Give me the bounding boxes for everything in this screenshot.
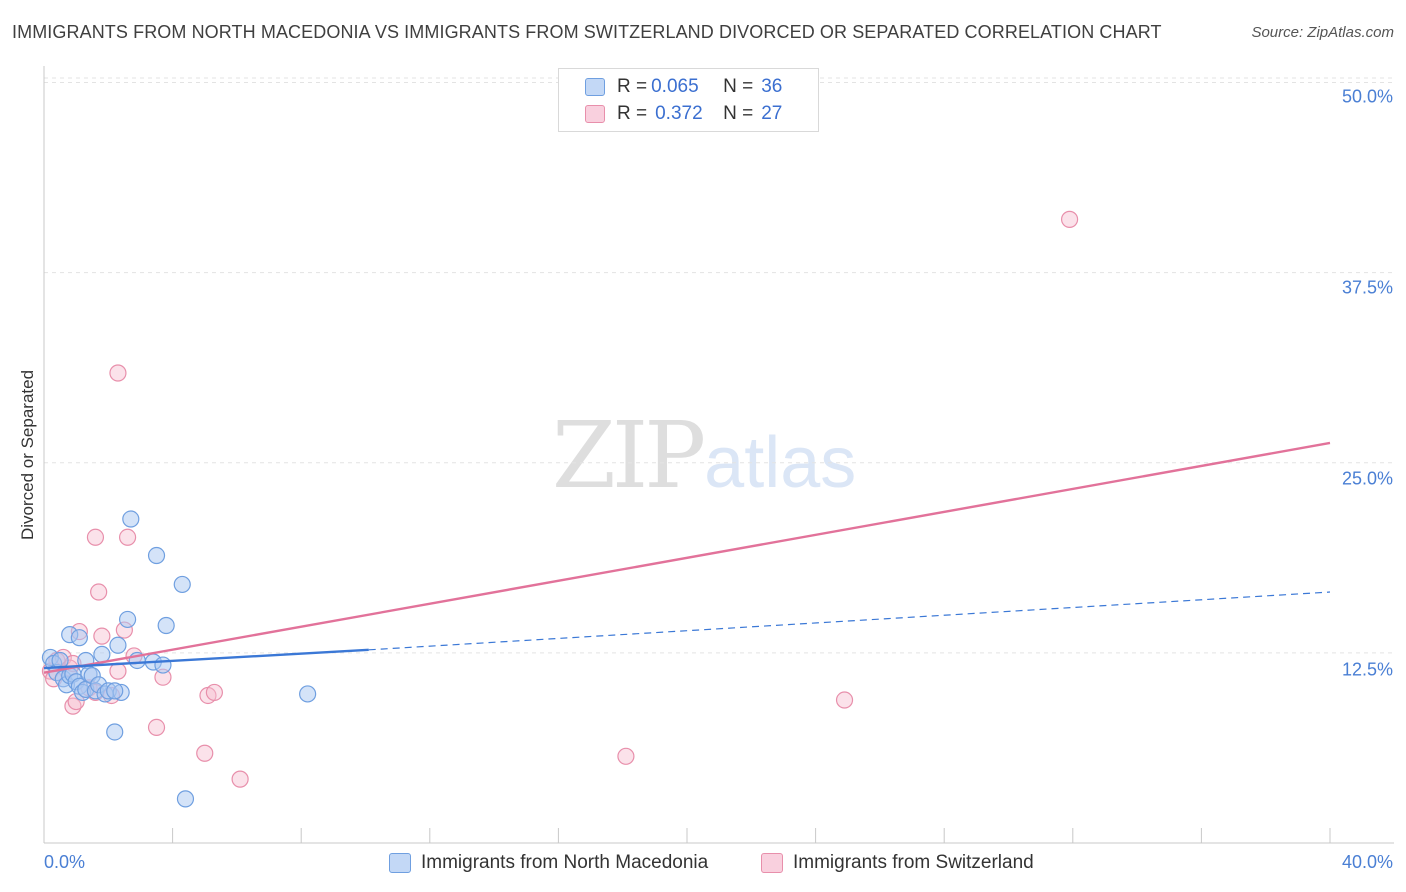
switzerland-point: [835, 691, 854, 709]
north-macedonia-point: [147, 546, 166, 565]
legend-item-switzerland: Immigrants from Switzerland: [761, 852, 1034, 874]
legend-r-label: R =: [617, 103, 648, 124]
x-tick-label-max: 40.0%: [1341, 852, 1393, 872]
legend-r-label: R =: [617, 76, 648, 97]
north-macedonia-point: [173, 575, 191, 594]
switzerland-point: [109, 662, 127, 680]
legend-r-value: 0.065: [651, 76, 699, 97]
correlation-legend: R = 0.065 N = 36 R = 0.372 N = 27: [558, 68, 819, 132]
north-macedonia-point: [51, 651, 69, 670]
switzerland-point: [196, 744, 214, 762]
switzerland-point: [617, 747, 635, 765]
chart-title: IMMIGRANTS FROM NORTH MACEDONIA VS IMMIG…: [12, 22, 1162, 42]
legend-n-value: 36: [761, 76, 783, 97]
north-macedonia-point: [176, 790, 195, 808]
legend-n-label: N =: [723, 103, 754, 124]
north-macedonia-trend-dashed: [368, 591, 1331, 651]
north-macedonia-point: [106, 682, 124, 700]
switzerland-point: [1060, 210, 1079, 228]
y-axis-label: Divorced or Separated: [18, 369, 37, 541]
legend-row-switzerland: R = 0.372 N = 27: [585, 102, 782, 126]
north-macedonia-point: [106, 723, 124, 741]
switzerland-point: [90, 583, 108, 601]
legend-row-north-macedonia: R = 0.065 N = 36: [585, 75, 782, 99]
legend-n-label: N =: [723, 76, 754, 97]
north-macedonia-point: [93, 645, 111, 663]
north-macedonia-point: [157, 616, 175, 635]
north-macedonia-point: [70, 629, 88, 647]
north-macedonia-point: [154, 656, 172, 674]
legend-swatch-blue: [585, 78, 605, 96]
switzerland-trend-line: [43, 441, 1331, 674]
legend-swatch-pink: [585, 105, 605, 123]
y-tick-label-37-5: 37.5%: [1341, 277, 1393, 298]
switzerland-point: [93, 627, 111, 645]
y-tick-label-25: 25.0%: [1341, 468, 1393, 489]
switzerland-point: [109, 364, 127, 382]
legend-r-value: 0.372: [655, 103, 703, 124]
north-macedonia-point: [118, 610, 137, 629]
north-macedonia-point: [299, 685, 317, 703]
series-legend: Immigrants from North Macedonia Immigran…: [0, 852, 1406, 878]
y-tick-label-12-5: 12.5%: [1341, 659, 1393, 680]
north-macedonia-point: [109, 636, 127, 654]
switzerland-point: [205, 683, 223, 702]
switzerland-point: [86, 528, 105, 546]
legend-item-north-macedonia: Immigrants from North Macedonia: [389, 852, 708, 874]
legend-n-value: 27: [761, 103, 783, 124]
source-label: Source: ZipAtlas.com: [1251, 24, 1394, 41]
legend-label-switzerland: Immigrants from Switzerland: [793, 852, 1034, 873]
legend-label-north-macedonia: Immigrants from North Macedonia: [421, 852, 709, 873]
legend-swatch-pink: [761, 853, 783, 873]
switzerland-point: [118, 528, 137, 546]
switzerland-point: [147, 718, 166, 737]
y-tick-label-50: 50.0%: [1341, 86, 1393, 107]
legend-swatch-blue: [389, 853, 411, 873]
switzerland-point: [231, 770, 249, 788]
x-tick-label-min: 0.0%: [44, 852, 86, 872]
north-macedonia-trend-line: [43, 648, 369, 670]
north-macedonia-point: [122, 510, 140, 528]
